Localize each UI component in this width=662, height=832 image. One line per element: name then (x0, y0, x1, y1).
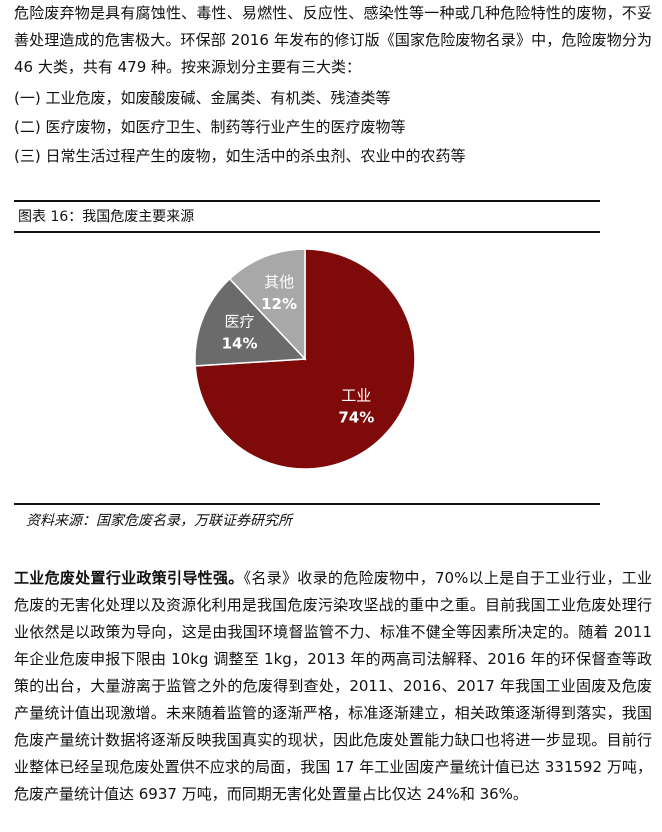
lead: 工业危废处置行业政策引导性强。 (14, 569, 244, 587)
slice-value: 14% (222, 335, 258, 353)
pie-chart: 工业 74% 医疗 14% 其他 12% (194, 248, 416, 470)
figure-source: 资料来源：国家危废名录，万联证券研究所 (26, 513, 292, 529)
intro: 危险废弃物是具有腐蚀性、毒性、易燃性、反应性、感染性等一种或几种危险特性的废物，… (14, 0, 652, 170)
rule (14, 503, 600, 505)
rule (14, 200, 600, 202)
list-item: (一) 工业危废，如废酸废碱、金属类、有机类、残渣类等 (14, 89, 391, 107)
slice-value: 12% (261, 295, 297, 313)
list-item: (二) 医疗废物，如医疗卫生、制药等行业产生的医疗废物等 (14, 118, 406, 136)
paragraph: 危险废弃物是具有腐蚀性、毒性、易燃性、反应性、感染性等一种或几种危险特性的废物，… (14, 4, 652, 76)
slice-value: 74% (338, 409, 374, 427)
slice-label: 其他 (264, 273, 294, 291)
figure-caption: 图表 16：我国危废主要来源 (18, 209, 195, 225)
pie-slice (194, 277, 307, 367)
body-text: 《名录》收录的危险废物中，70%以上是自于工业行业，工业危废的无害化处理以及资源… (14, 569, 652, 803)
pie-slice (228, 248, 306, 361)
body: 工业危废处置行业政策引导性强。《名录》收录的危险废物中，70%以上是自于工业行业… (14, 565, 652, 808)
rule (14, 231, 600, 233)
list-item: (三) 日常生活过程产生的废物，如生活中的杀虫剂、农业中的农药等 (14, 147, 466, 165)
slice-label: 工业 (341, 387, 371, 405)
slice-label: 医疗 (225, 313, 255, 331)
